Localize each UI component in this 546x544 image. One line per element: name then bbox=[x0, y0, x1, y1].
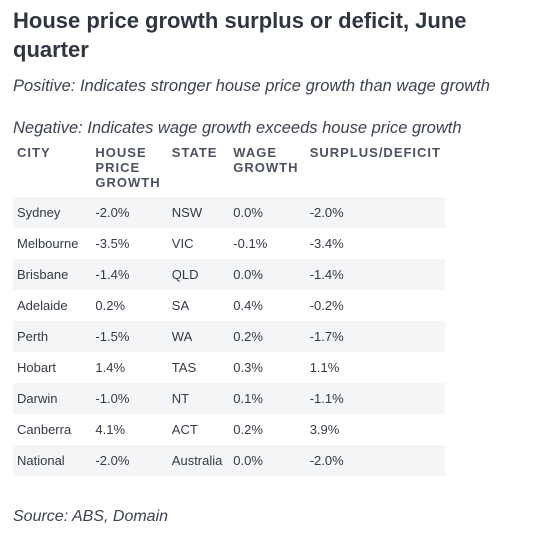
cell-city: National bbox=[13, 445, 92, 476]
column-header-wage-line-1: WAGE bbox=[233, 145, 278, 160]
table-row: Sydney -2.0% NSW 0.0% -2.0% bbox=[13, 197, 445, 228]
table-row: Perth -1.5% WA 0.2% -1.7% bbox=[13, 321, 445, 352]
cell-wage: 0.4% bbox=[233, 298, 263, 313]
cell-wage: 0.0% bbox=[229, 197, 306, 228]
subtitle-negative: Negative: Indicates wage growth exceeds … bbox=[13, 119, 462, 137]
cell-wage: 0.2% bbox=[229, 321, 306, 352]
cell-surplus: -3.4% bbox=[309, 236, 344, 251]
table-row: Hobart 1.4% TAS 0.3% 1.1% bbox=[13, 352, 445, 383]
source-note: Source: ABS, Domain bbox=[13, 508, 169, 525]
cell-state: NSW bbox=[167, 197, 230, 228]
column-header-state-label: STATE bbox=[171, 145, 218, 160]
cell-state: SA bbox=[171, 298, 190, 313]
cell-surplus: -2.0% bbox=[305, 197, 445, 228]
table-row: Brisbane -1.4% QLD 0.0% -1.4% bbox=[13, 259, 445, 290]
cell-house: -1.0% bbox=[91, 383, 168, 414]
table-header: CITY HOUSE PRICE GROWTH STATE WAGE GROWT… bbox=[13, 145, 445, 197]
cell-wage: 0.0% bbox=[229, 445, 306, 476]
column-header-house-line-2: PRICE bbox=[95, 160, 141, 175]
cell-city: Perth bbox=[13, 321, 92, 352]
cell-surplus: -0.2% bbox=[309, 298, 344, 313]
cell-house: -2.0% bbox=[91, 445, 168, 476]
cell-house: 0.2% bbox=[95, 298, 126, 313]
cell-wage: 0.2% bbox=[233, 422, 263, 437]
cell-state: TAS bbox=[171, 360, 197, 375]
cell-city: Canberra bbox=[17, 422, 72, 437]
cell-surplus: -1.1% bbox=[305, 383, 445, 414]
cell-house: 1.4% bbox=[95, 360, 126, 375]
subtitle-positive: Positive: Indicates stronger house price… bbox=[13, 77, 490, 95]
cell-house: -3.5% bbox=[95, 236, 130, 251]
cell-surplus: 1.1% bbox=[309, 360, 340, 375]
data-table: CITY HOUSE PRICE GROWTH STATE WAGE GROWT… bbox=[13, 145, 445, 476]
cell-state: Australia bbox=[167, 445, 230, 476]
cell-city: Sydney bbox=[13, 197, 92, 228]
cell-state: QLD bbox=[167, 259, 230, 290]
cell-surplus: -2.0% bbox=[305, 445, 445, 476]
cell-surplus: 3.9% bbox=[309, 422, 340, 437]
cell-wage: 0.3% bbox=[233, 360, 263, 375]
table-row: Canberra 4.1% ACT 0.2% 3.9% bbox=[13, 414, 445, 445]
column-header-city-label: CITY bbox=[17, 145, 51, 160]
column-header-state: STATE bbox=[168, 145, 230, 197]
table-row: Melbourne -3.5% VIC -0.1% -3.4% bbox=[13, 228, 445, 259]
cell-city: Brisbane bbox=[13, 259, 92, 290]
cell-surplus: -1.7% bbox=[305, 321, 445, 352]
cell-wage: -0.1% bbox=[233, 236, 268, 251]
column-header-house-line-1: HOUSE bbox=[95, 145, 147, 160]
table-row: Darwin -1.0% NT 0.1% -1.1% bbox=[13, 383, 445, 414]
cell-state: VIC bbox=[171, 236, 194, 251]
column-header-house-line-3: GROWTH bbox=[95, 175, 161, 190]
column-header-city: CITY bbox=[13, 145, 91, 197]
table-row: Adelaide 0.2% SA 0.4% -0.2% bbox=[13, 290, 445, 321]
cell-wage: 0.0% bbox=[229, 259, 306, 290]
column-header-surplus-label: SURPLUS/DEFICIT bbox=[309, 145, 441, 160]
cell-surplus: -1.4% bbox=[305, 259, 445, 290]
cell-house: -2.0% bbox=[91, 197, 168, 228]
cell-city: Melbourne bbox=[17, 236, 79, 251]
column-header-surplus-deficit: SURPLUS/DEFICIT bbox=[306, 145, 445, 197]
cell-state: NT bbox=[167, 383, 230, 414]
table-row: National -2.0% Australia 0.0% -2.0% bbox=[13, 445, 445, 476]
cell-wage: 0.1% bbox=[229, 383, 306, 414]
cell-state: ACT bbox=[171, 422, 198, 437]
table-body: Sydney -2.0% NSW 0.0% -2.0% Melbourne -3.5% VIC… bbox=[13, 197, 445, 476]
cell-city: Adelaide bbox=[17, 298, 68, 313]
column-header-house-price-growth: HOUSE PRICE GROWTH bbox=[91, 145, 167, 197]
header-row: CITY HOUSE PRICE GROWTH STATE WAGE GROWT… bbox=[13, 145, 445, 197]
column-header-wage-line-2: GROWTH bbox=[233, 160, 299, 175]
article-figure: House price growth surplus or deficit, J… bbox=[13, 8, 490, 525]
cell-state: WA bbox=[167, 321, 230, 352]
cell-house: 4.1% bbox=[95, 422, 126, 437]
cell-house: -1.5% bbox=[91, 321, 168, 352]
column-header-wage-growth: WAGE GROWTH bbox=[229, 145, 305, 197]
table-title: House price growth surplus or deficit, J… bbox=[13, 8, 467, 62]
cell-city: Hobart bbox=[17, 360, 57, 375]
cell-city: Darwin bbox=[13, 383, 92, 414]
cell-house: -1.4% bbox=[91, 259, 168, 290]
